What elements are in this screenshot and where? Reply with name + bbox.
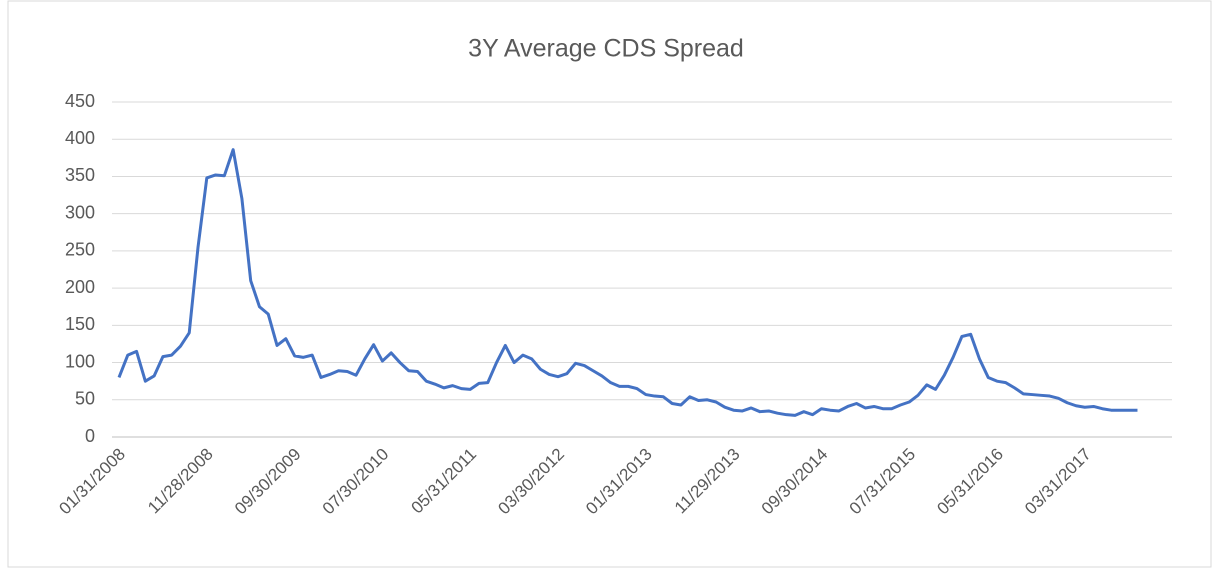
y-tick-label: 50	[75, 389, 95, 409]
y-tick-label: 400	[65, 128, 95, 148]
y-tick-label: 100	[65, 351, 95, 371]
y-tick-label: 300	[65, 202, 95, 222]
line-series	[117, 148, 1138, 417]
y-tick-label: 200	[65, 277, 95, 297]
y-tick-label: 450	[65, 91, 95, 111]
y-tick-label: 150	[65, 314, 95, 334]
chart-frame	[7, 0, 1212, 568]
y-tick-label: 350	[65, 165, 95, 185]
chart-title: 3Y Average CDS Spread	[468, 35, 744, 63]
y-tick-label: 0	[85, 426, 95, 446]
y-tick-label: 250	[65, 240, 95, 260]
